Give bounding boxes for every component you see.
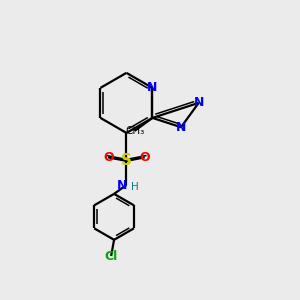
Text: O: O [140,151,150,164]
Text: N: N [117,178,127,191]
Text: N: N [176,121,186,134]
Text: N: N [147,81,158,94]
Text: S: S [121,153,132,168]
Text: H: H [131,182,139,191]
Text: Cl: Cl [104,250,118,262]
Text: O: O [103,151,113,164]
Text: CH₃: CH₃ [125,126,144,136]
Text: N: N [194,96,204,110]
